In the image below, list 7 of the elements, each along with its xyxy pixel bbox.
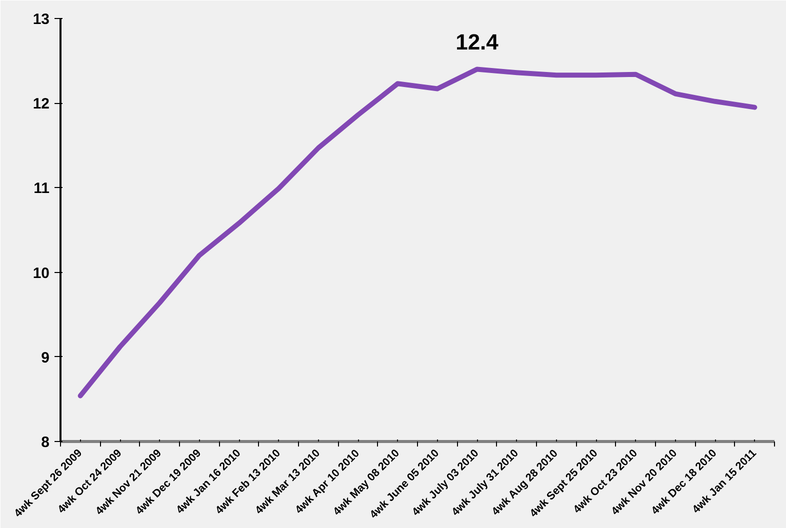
annotation: 12.4 — [456, 29, 500, 54]
y-tick-label: 13 — [32, 11, 50, 28]
y-tick-label: 11 — [34, 180, 50, 198]
y-tick-label: 8 — [41, 434, 50, 451]
y-tick-label: 12 — [32, 96, 50, 113]
y-tick-label: 10 — [32, 264, 50, 282]
y-tick-label: 9 — [41, 349, 50, 366]
